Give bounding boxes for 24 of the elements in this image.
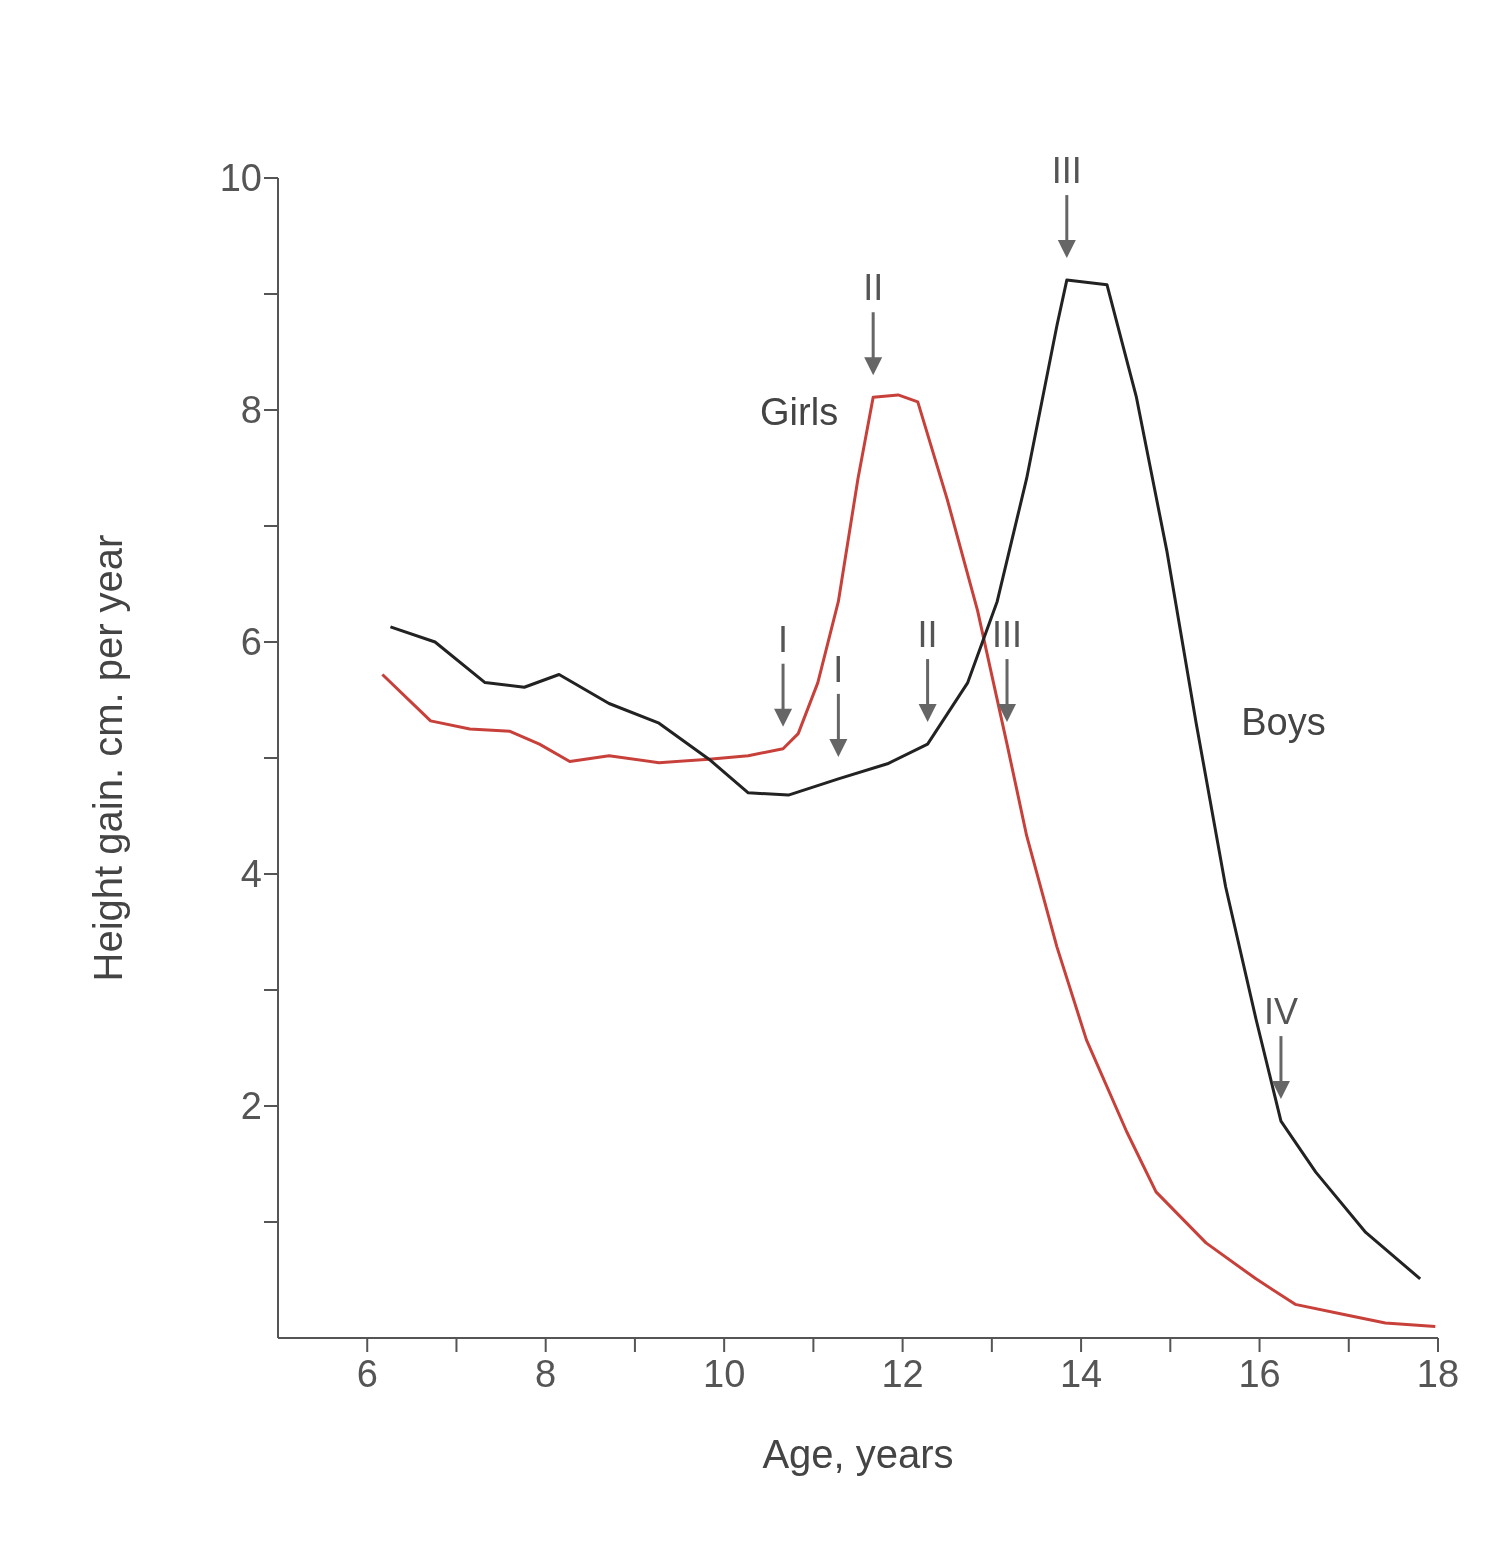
annotation: IV [1263,991,1298,1033]
series-label: Girls [760,390,839,433]
x-axis-title: Age, years [762,1432,954,1476]
annotation: I [778,618,789,660]
y-axis-title: Height gain. cm. per year [86,534,131,982]
x-tick-label: 18 [1416,1352,1460,1395]
x-tick-label: 14 [1059,1352,1103,1395]
line-series [380,393,1437,1328]
x-tick-label: 10 [703,1352,746,1395]
annotation: II [917,614,938,656]
x-tick-label: 6 [356,1352,378,1395]
y-tick-label: 4 [240,853,262,896]
annotation: III [992,614,1023,656]
y-tick-label: 6 [240,621,262,664]
y-tick-label: 8 [240,389,262,432]
annotation: I [833,648,844,690]
x-tick-label: 12 [881,1352,924,1395]
y-tick-label: 10 [219,157,262,200]
series-label: Boys [1241,701,1326,744]
x-tick-label: 8 [535,1352,557,1395]
annotation: II [863,267,884,309]
x-tick-label: 16 [1238,1352,1281,1395]
annotation: III [1051,150,1082,192]
y-tick-label: 2 [240,1085,262,1128]
